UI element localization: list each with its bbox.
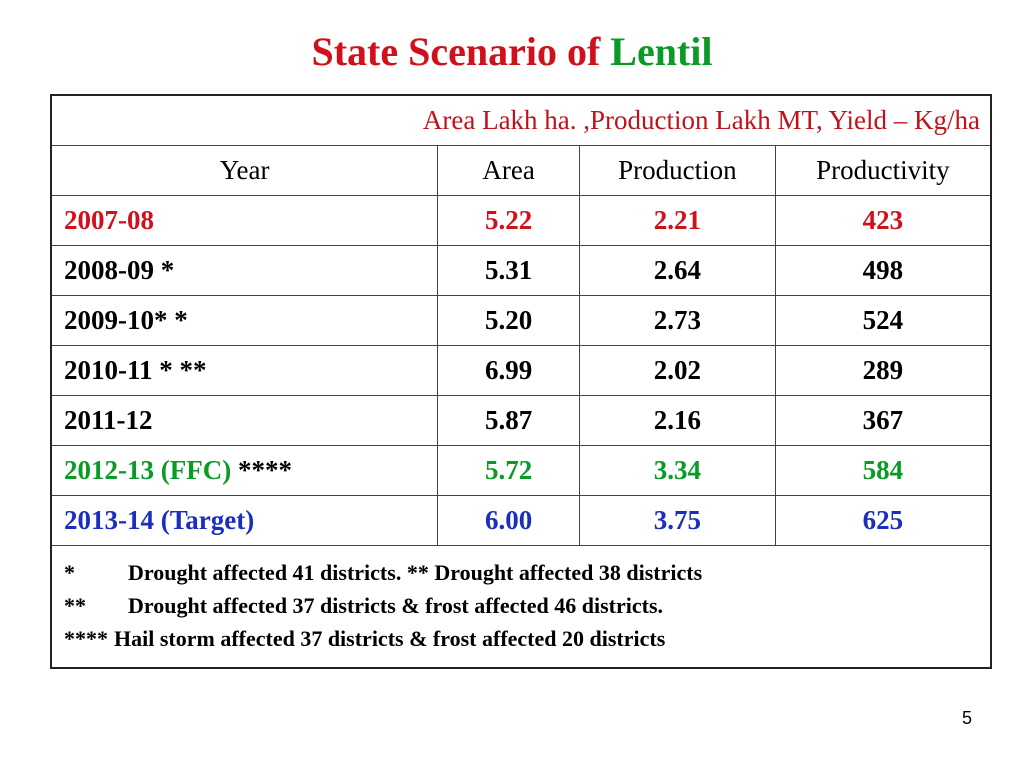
productivity-cell: 584 (774, 444, 992, 496)
year-cell: 2009-10* * (50, 294, 439, 346)
area-cell: 5.31 (437, 244, 580, 296)
header-year: Year (50, 144, 439, 196)
area-cell: 5.20 (437, 294, 580, 346)
header-row: Year Area Production Productivity (50, 144, 992, 196)
table-row: 2007-08 5.22 2.21 423 (50, 194, 992, 246)
page-number: 5 (961, 708, 972, 728)
year-cell-footnote-mark: **** (231, 455, 292, 485)
production-cell: 3.75 (578, 494, 776, 546)
header-production: Production (578, 144, 776, 196)
production-cell: 3.34 (578, 444, 776, 496)
production-cell: 2.73 (578, 294, 776, 346)
footnote-key: * (64, 559, 75, 585)
production-cell: 2.64 (578, 244, 776, 296)
year-cell: 2012-13 (FFC) **** (50, 444, 439, 496)
year-cell-label: 2012-13 (FFC) (64, 455, 232, 485)
productivity-cell: 498 (774, 244, 992, 296)
area-cell: 5.87 (437, 394, 580, 446)
slide-title: State Scenario of Lentil (0, 28, 1024, 76)
footnote-text: Drought affected 37 districts & frost af… (128, 592, 664, 618)
table-row: 2011-12 5.87 2.16 367 (50, 394, 992, 446)
area-cell: 6.99 (437, 344, 580, 396)
production-cell: 2.16 (578, 394, 776, 446)
footnote-key: ** (64, 592, 86, 618)
footnote-key: **** (64, 625, 108, 651)
production-cell: 2.02 (578, 344, 776, 396)
productivity-cell: 423 (774, 194, 992, 246)
title-main: State Scenario of (311, 29, 611, 74)
area-cell: 6.00 (437, 494, 580, 546)
area-cell: 5.72 (437, 444, 580, 496)
year-cell: 2011-12 (50, 394, 439, 446)
table-row: 2008-09 * 5.31 2.64 498 (50, 244, 992, 296)
productivity-cell: 367 (774, 394, 992, 446)
productivity-cell: 289 (774, 344, 992, 396)
units-cell: Area Lakh ha. ,Production Lakh MT, Yield… (50, 94, 992, 146)
year-cell: 2010-11 * ** (50, 344, 439, 396)
lentil-data-table: Area Lakh ha. ,Production Lakh MT, Yield… (50, 94, 992, 669)
year-cell: 2007-08 (50, 194, 439, 246)
notes-row: * Drought affected 41 districts. ** Drou… (50, 544, 992, 668)
header-productivity: Productivity (774, 144, 992, 196)
table-row: 2010-11 * ** 6.99 2.02 289 (50, 344, 992, 396)
area-cell: 5.22 (437, 194, 580, 246)
table-row: 2009-10* * 5.20 2.73 524 (50, 294, 992, 346)
title-crop: Lentil (610, 29, 713, 74)
units-row: Area Lakh ha. ,Production Lakh MT, Yield… (50, 94, 992, 146)
footnote-text: Hail storm affected 37 districts & frost… (114, 625, 666, 651)
table-row: 2013-14 (Target) 6.00 3.75 625 (50, 494, 992, 546)
year-cell: 2008-09 * (50, 244, 439, 296)
year-cell: 2013-14 (Target) (50, 494, 439, 546)
productivity-cell: 524 (774, 294, 992, 346)
productivity-cell: 625 (774, 494, 992, 546)
footnotes-cell: * Drought affected 41 districts. ** Drou… (50, 544, 992, 668)
footnote: * Drought affected 41 districts. ** Drou… (64, 556, 978, 589)
footnote: ** Drought affected 37 districts & frost… (64, 589, 978, 622)
footnote-text: Drought affected 41 districts. ** Drough… (128, 559, 703, 585)
table-row: 2012-13 (FFC) **** 5.72 3.34 584 (50, 444, 992, 496)
footnote: **** Hail storm affected 37 districts & … (64, 622, 978, 655)
production-cell: 2.21 (578, 194, 776, 246)
header-area: Area (437, 144, 580, 196)
